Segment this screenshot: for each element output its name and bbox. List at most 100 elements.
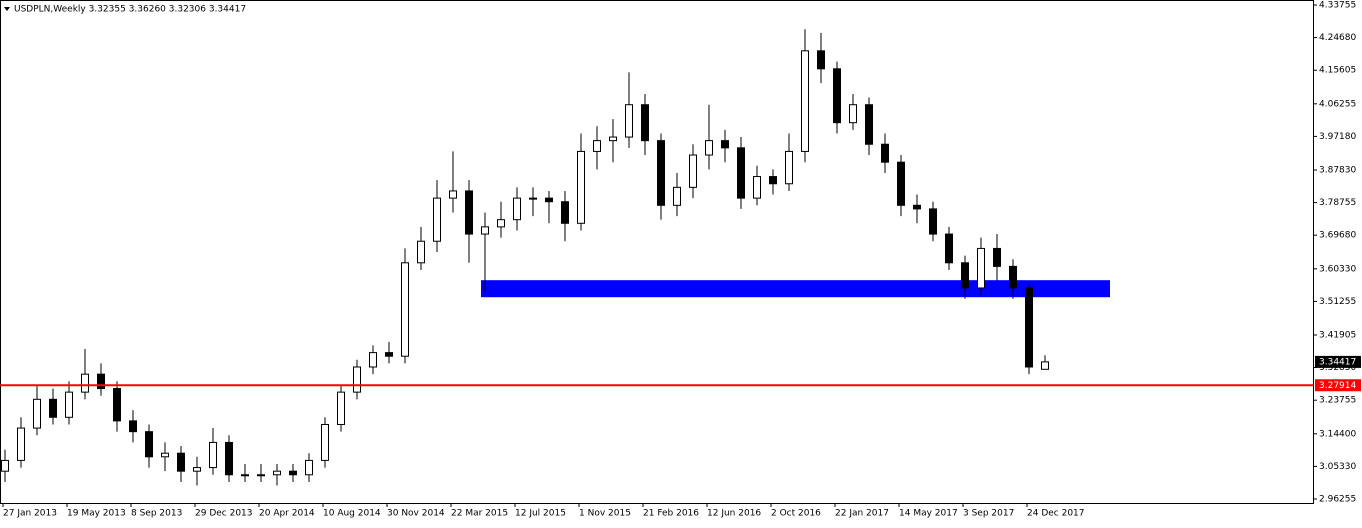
candle-body xyxy=(193,467,201,472)
x-tick-label: 24 Dec 2017 xyxy=(1027,509,1085,519)
y-tick-label: 3.32850 xyxy=(1319,363,1356,373)
candle-body xyxy=(961,262,969,289)
candle-body xyxy=(529,197,537,200)
candle-body xyxy=(849,104,857,124)
candle-body xyxy=(705,140,713,156)
y-tick-label: 3.60330 xyxy=(1319,264,1356,274)
y-tick-label: 2.96255 xyxy=(1319,495,1356,505)
x-tick-label: 22 Mar 2015 xyxy=(451,509,508,519)
candle-body xyxy=(289,470,297,476)
candle-body xyxy=(833,68,841,124)
y-tick-label: 4.24680 xyxy=(1319,33,1356,43)
candle-body xyxy=(593,140,601,152)
candle-body xyxy=(609,136,617,142)
candle-body xyxy=(401,262,409,357)
candle-body xyxy=(81,373,89,393)
x-tick-label: 2 Oct 2016 xyxy=(771,509,821,519)
x-tick-label: 10 Aug 2014 xyxy=(323,509,381,519)
candle-body xyxy=(433,197,441,242)
x-tick-label: 19 May 2013 xyxy=(67,509,126,519)
x-tick-label: 8 Sep 2013 xyxy=(131,509,182,519)
y-tick-label: 3.97180 xyxy=(1319,132,1356,142)
y-tick-label: 3.87830 xyxy=(1319,165,1356,175)
last-price-bg xyxy=(1315,355,1361,368)
candle-body xyxy=(481,226,489,235)
candle-body xyxy=(689,154,697,188)
candle-body xyxy=(977,247,985,289)
candle-body xyxy=(913,204,921,210)
candle-body xyxy=(417,240,425,264)
candle-body xyxy=(97,373,105,390)
candle-body xyxy=(369,352,377,368)
y-tick-label: 4.15605 xyxy=(1319,66,1356,76)
candle-body xyxy=(817,50,825,70)
candle-body xyxy=(1041,361,1049,370)
candle-body xyxy=(945,233,953,264)
candle-body xyxy=(209,441,217,469)
candle-body xyxy=(1,459,9,472)
x-tick-label: 12 Jun 2016 xyxy=(707,509,761,519)
y-tick-label: 3.78755 xyxy=(1319,198,1356,208)
candle-body xyxy=(161,452,169,458)
y-tick-label: 4.06255 xyxy=(1319,99,1356,109)
menu-arrow xyxy=(4,7,10,11)
plot-frame xyxy=(0,0,1314,504)
candle-body xyxy=(1009,265,1017,289)
candle-body xyxy=(129,420,137,433)
candle-body xyxy=(513,197,521,221)
candle-body xyxy=(545,197,553,203)
candle-body xyxy=(769,176,777,185)
candle-body xyxy=(641,104,649,142)
x-tick-label: 22 Jan 2017 xyxy=(835,509,889,519)
support-zone xyxy=(481,280,1110,298)
level-label: 3.27914 xyxy=(1319,381,1356,391)
candle-body xyxy=(49,398,57,418)
candle-body xyxy=(321,423,329,461)
candle-body xyxy=(657,140,665,206)
candle-body xyxy=(801,50,809,152)
x-tick-label: 14 May 2017 xyxy=(899,509,958,519)
y-tick-label: 3.05330 xyxy=(1319,462,1356,472)
x-tick-label: 20 Apr 2014 xyxy=(259,509,315,519)
candle-body xyxy=(1025,287,1033,368)
candle-body xyxy=(305,459,313,476)
candle-body xyxy=(737,147,745,199)
last-price-label: 3.34417 xyxy=(1319,357,1356,367)
y-tick-label: 4.33755 xyxy=(1319,1,1356,11)
x-tick-label: 21 Feb 2016 xyxy=(643,509,699,519)
candle-body xyxy=(465,190,473,235)
x-tick-label: 3 Sep 2017 xyxy=(963,509,1014,519)
candle-body xyxy=(561,201,569,224)
candle-body xyxy=(497,219,505,228)
candle-body xyxy=(177,452,185,472)
x-tick-label: 12 Jul 2015 xyxy=(515,509,566,519)
y-tick-label: 3.23755 xyxy=(1319,396,1356,406)
candle-body xyxy=(113,388,121,422)
x-tick-label: 29 Dec 2013 xyxy=(195,509,253,519)
candle-body xyxy=(273,470,281,476)
candle-body xyxy=(257,474,265,477)
candle-body xyxy=(625,104,633,138)
candle-body xyxy=(881,143,889,163)
candle-body xyxy=(241,474,249,477)
x-tick-label: 1 Nov 2015 xyxy=(579,509,631,519)
y-tick-label: 3.41905 xyxy=(1319,330,1356,340)
candle-body xyxy=(225,441,233,476)
candle-body xyxy=(449,190,457,199)
candle-body xyxy=(673,186,681,206)
candle-body xyxy=(721,140,729,149)
candle-body xyxy=(577,150,585,224)
y-tick-label: 3.69680 xyxy=(1319,231,1356,241)
candle-body xyxy=(65,391,73,418)
candle-body xyxy=(33,398,41,429)
candle-body xyxy=(865,104,873,145)
candle-body xyxy=(785,150,793,185)
candle-body xyxy=(897,161,905,206)
candle-body xyxy=(17,427,25,461)
candle-body xyxy=(145,431,153,458)
y-tick-label: 3.51255 xyxy=(1319,297,1356,307)
y-tick-label: 3.14400 xyxy=(1319,429,1356,439)
candle-body xyxy=(929,208,937,235)
